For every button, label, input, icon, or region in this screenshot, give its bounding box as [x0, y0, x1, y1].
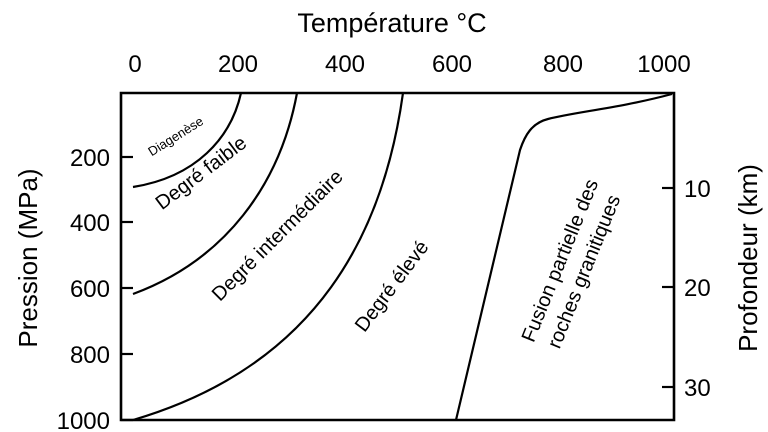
curve-fusion-boundary	[454, 92, 673, 421]
left-tick-1000: 1000	[57, 408, 110, 432]
region-label-intermediaire: Degré intermédiaire	[208, 166, 348, 306]
plot-frame	[119, 91, 676, 422]
top-tick-1000: 1000	[637, 51, 690, 78]
left-axis-label: Pression (MPa)	[13, 168, 43, 347]
region-labels: Diagenèse Degré faible Degré intermédiai…	[145, 113, 625, 351]
boundary-curves	[132, 92, 673, 422]
curve-faible-boundary	[132, 92, 299, 296]
region-label-eleve: Degré élevé	[351, 237, 433, 336]
top-tick-200: 200	[218, 51, 258, 78]
top-tick-400: 400	[325, 51, 365, 78]
right-tick-20: 20	[684, 275, 711, 302]
curve-diagenese-boundary	[132, 92, 243, 189]
top-tick-800: 800	[543, 51, 583, 78]
left-tick-600: 600	[70, 276, 110, 303]
top-axis: 0 200 400 600 800 1000	[128, 51, 690, 78]
top-tick-0: 0	[128, 51, 141, 78]
left-tick-800: 800	[70, 342, 110, 369]
right-tick-30: 30	[684, 375, 711, 402]
right-axis: 10 20 30	[662, 176, 711, 402]
right-tick-10: 10	[684, 176, 711, 203]
left-axis: 200 400 600 800 1000	[57, 145, 133, 432]
left-tick-400: 400	[70, 210, 110, 237]
right-axis-label: Profondeur (km)	[733, 164, 763, 352]
chart-title: Température °C	[297, 8, 486, 38]
left-tick-200: 200	[70, 145, 110, 172]
curve-intermediaire-boundary	[132, 92, 405, 422]
top-tick-600: 600	[432, 51, 472, 78]
region-label-diagenese: Diagenèse	[145, 113, 206, 159]
